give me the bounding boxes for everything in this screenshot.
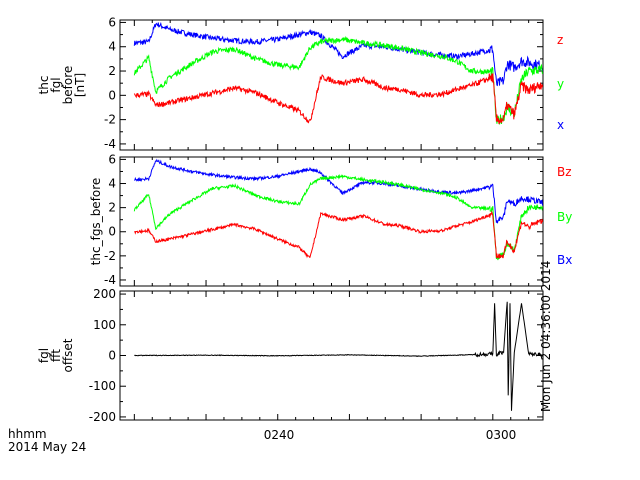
y-tick-label: -4: [104, 273, 116, 287]
y-tick-label: 4: [108, 40, 116, 54]
legend-label: By: [557, 210, 572, 224]
y-tick-label: 0: [108, 225, 116, 239]
y-axis-label: offset: [61, 338, 75, 372]
legend-label: Bz: [557, 165, 572, 179]
legend-label: Bx: [557, 253, 572, 267]
y-tick-label: 2: [108, 64, 116, 78]
series-line: [134, 301, 543, 411]
series-line: [134, 210, 543, 259]
legend-label: z: [557, 33, 563, 47]
y-axis-label: before: [61, 66, 75, 105]
creation-stamp: Mon Jun 2 04:36:00 2014: [539, 261, 553, 412]
y-tick-label: 0: [108, 88, 116, 102]
date-label: 2014 May 24: [8, 440, 86, 454]
y-tick-label: 4: [108, 177, 116, 191]
y-tick-label: 2: [108, 201, 116, 215]
y-axis-label: thc: [37, 76, 51, 95]
series-line: [133, 173, 543, 261]
x-tick-label-0240: 0240: [264, 428, 295, 442]
x-tick-label-0300: 0300: [486, 428, 517, 442]
series-line: [133, 73, 543, 125]
series-line: [134, 158, 543, 224]
y-axis-label: fgl: [49, 77, 63, 92]
y-tick-label: 100: [93, 318, 116, 332]
y-tick-label: 200: [93, 287, 116, 301]
y-axis-label: thc_fgs_before: [89, 178, 103, 266]
y-tick-label: -100: [89, 379, 116, 393]
y-tick-label: -4: [104, 137, 116, 151]
y-tick-label: 6: [108, 15, 116, 29]
y-axis-label: [nT]: [73, 73, 87, 97]
series-line: [133, 21, 543, 87]
y-tick-label: -2: [104, 113, 116, 127]
y-tick-label: 6: [108, 152, 116, 166]
panel-2: -4 -2 0 2 4 6 thc_fgs_before Bz By Bx: [89, 152, 572, 287]
time-format-label: hhmm: [8, 427, 47, 441]
series-line: [133, 35, 543, 125]
legend-label: x: [557, 118, 564, 132]
y-tick-label: 0: [108, 349, 116, 363]
y-axis-label: fft: [49, 349, 63, 362]
legend-label: y: [557, 77, 564, 91]
y-tick-label: -200: [89, 410, 116, 424]
y-axis-label: fgl: [37, 348, 51, 363]
y-tick-label: -2: [104, 249, 116, 263]
